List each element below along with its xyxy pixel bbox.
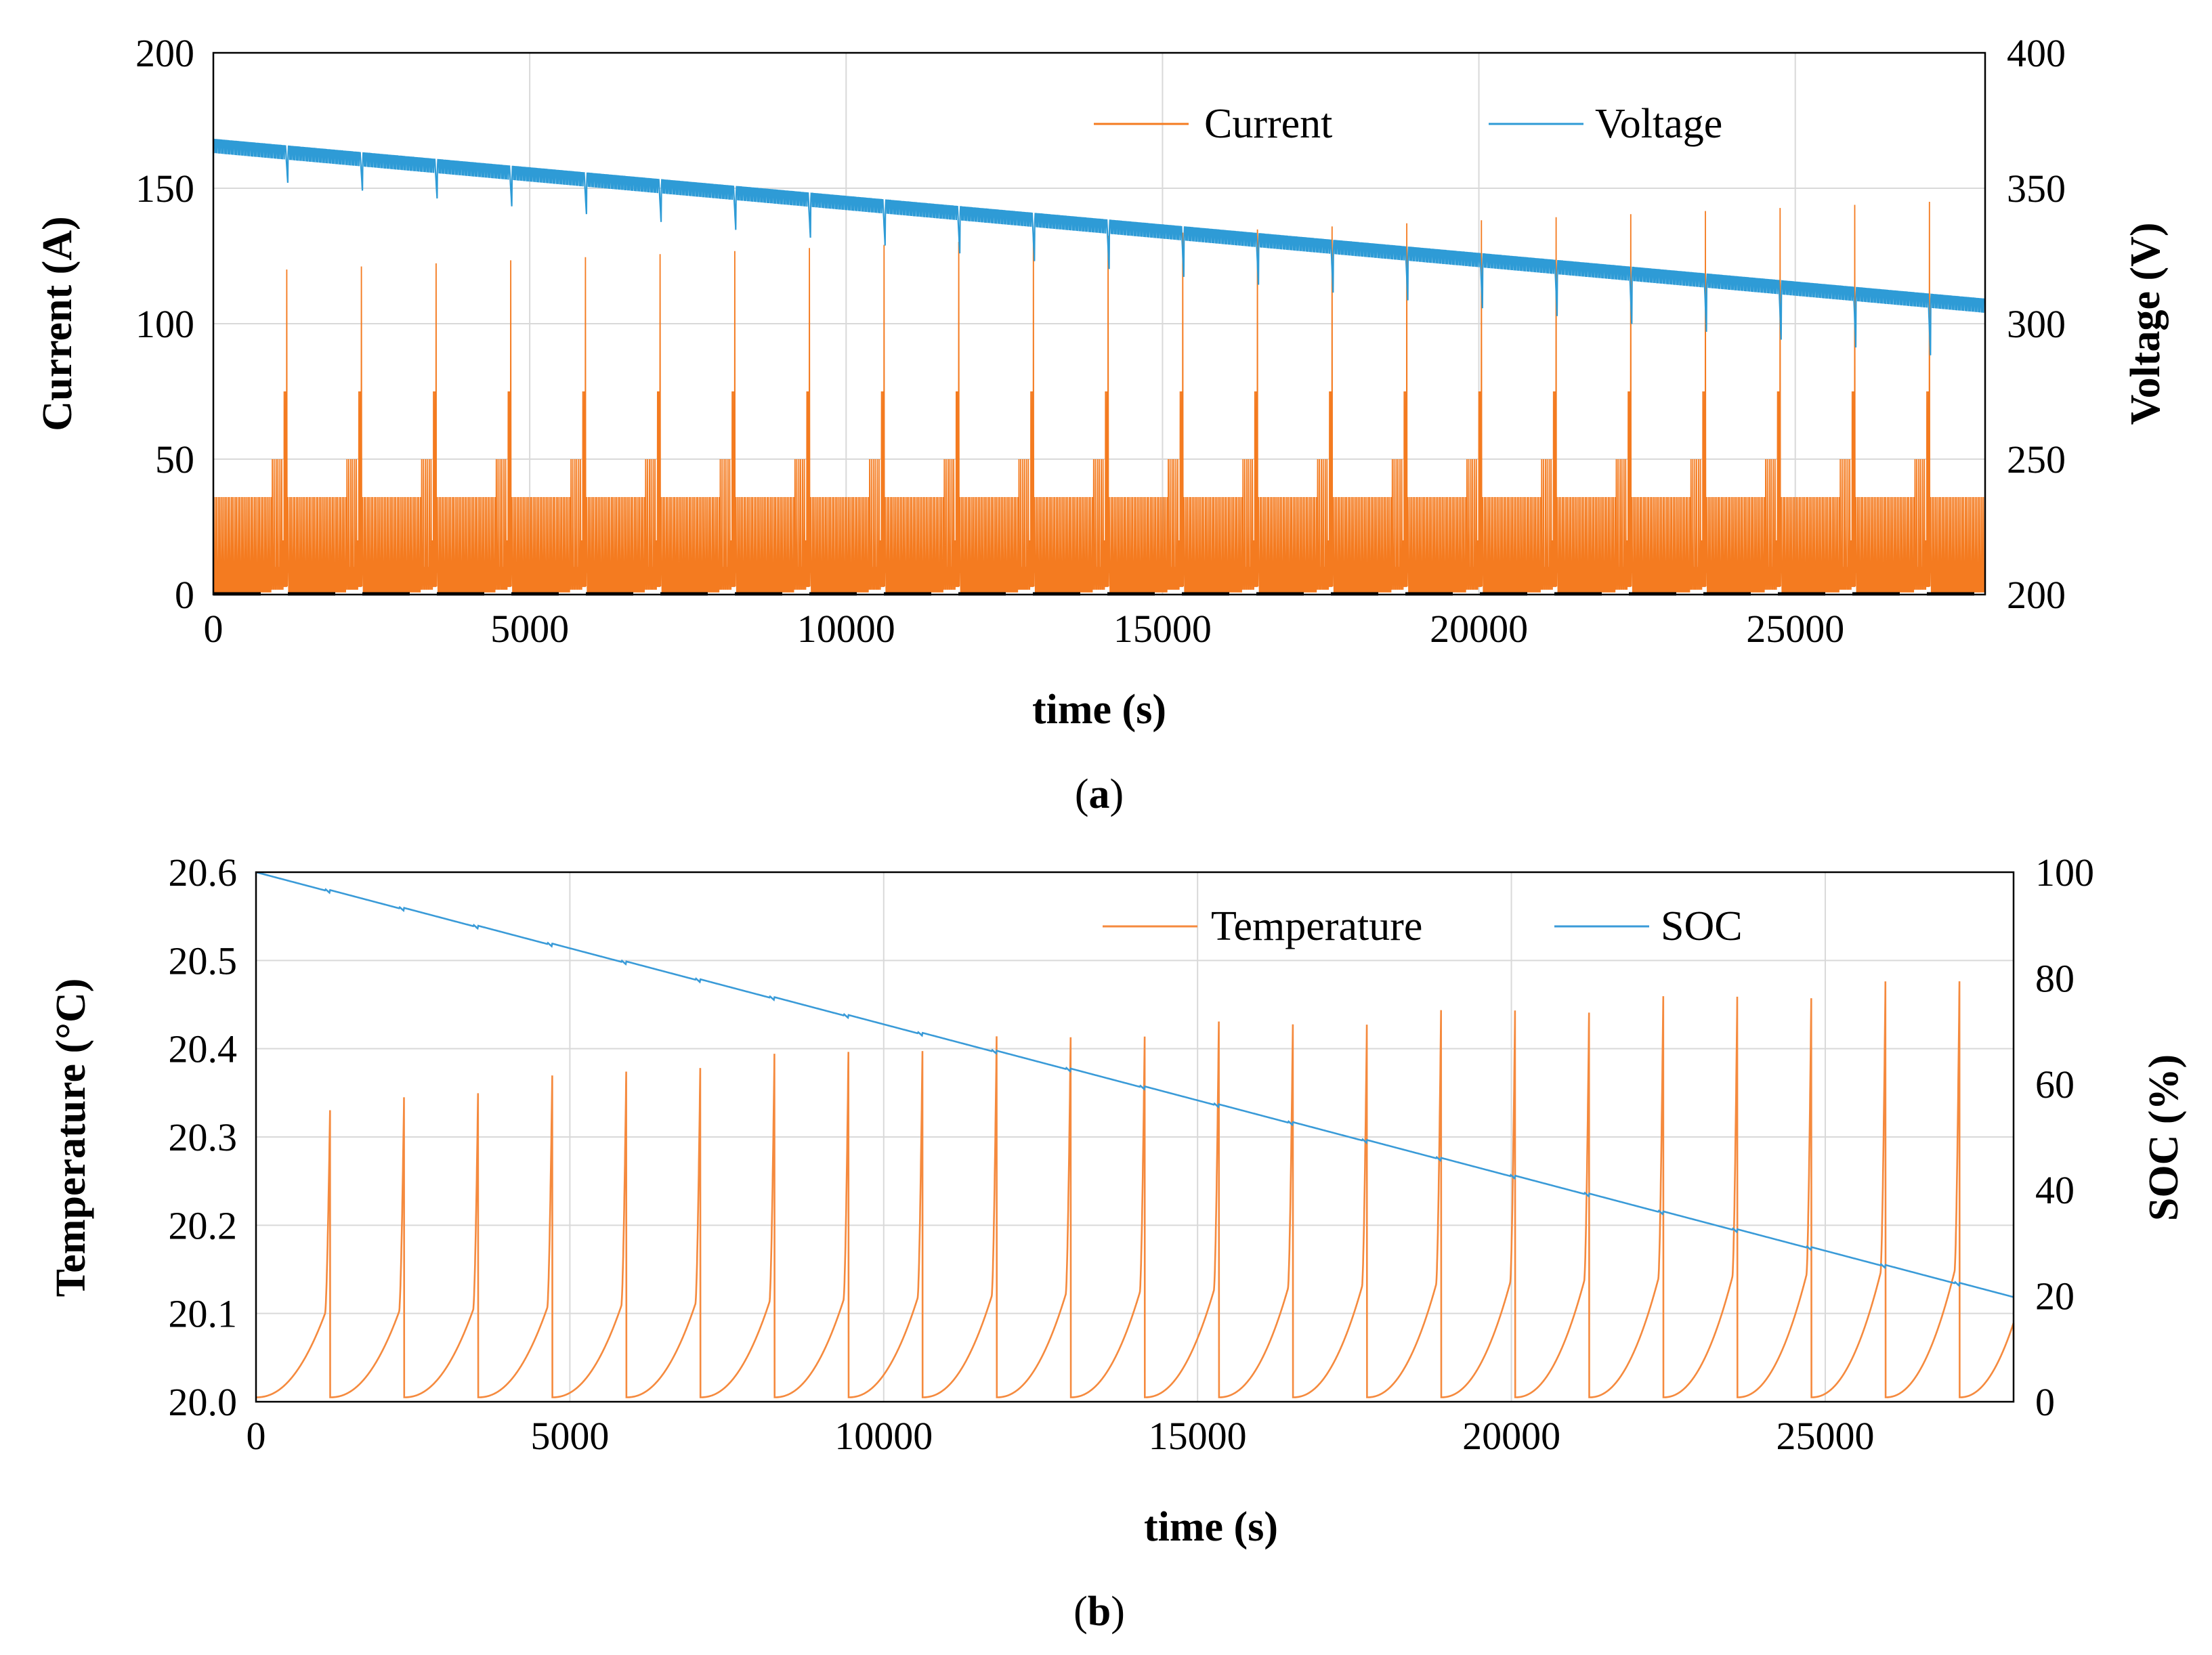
x-tick-b-2: 10000: [834, 1414, 933, 1458]
y-left-tick-a-2: 100: [135, 302, 194, 346]
y-right-tick-b-5: 100: [2035, 851, 2094, 895]
series-soc: [255, 871, 2014, 1298]
y-right-tick-b-0: 0: [2035, 1380, 2055, 1424]
x-tick-a-5: 25000: [1746, 607, 1844, 651]
y-left-tick-a-0: 0: [175, 573, 194, 617]
y-left-axis-title-a: Current (A): [35, 216, 81, 431]
y-left-tick-b-3: 20.3: [169, 1115, 238, 1159]
legend-temperature-label: Temperature: [1211, 903, 1422, 949]
y-left-tick-b-1: 20.1: [169, 1292, 238, 1336]
x-tick-labels-a: 0 5000 10000 15000 20000 25000: [204, 607, 1845, 651]
y-left-tick-labels-a: 0 50 100 150 200: [135, 31, 194, 617]
legend-a: Current Voltage: [1094, 101, 1722, 147]
y-right-tick-a-3: 350: [2007, 167, 2066, 211]
current-line: [213, 201, 1985, 593]
y-right-axis-title-a: Voltage (V): [2123, 222, 2169, 425]
y-left-tick-a-1: 50: [155, 437, 194, 481]
x-tick-b-4: 20000: [1462, 1414, 1560, 1458]
temperature-line: [256, 981, 2015, 1398]
y-right-tick-b-1: 20: [2035, 1274, 2075, 1318]
y-left-tick-b-0: 20.0: [169, 1380, 238, 1424]
x-axis-title-b: time (s): [1144, 1504, 1278, 1550]
x-tick-a-3: 15000: [1113, 607, 1212, 651]
y-right-tick-b-3: 60: [2035, 1062, 2075, 1106]
series-voltage: [212, 139, 1985, 356]
legend-current-label: Current: [1204, 101, 1332, 147]
legend-voltage-label: Voltage: [1595, 101, 1722, 147]
y-left-tick-a-4: 200: [135, 31, 194, 75]
soc-line: [255, 871, 2014, 1298]
x-tick-b-1: 5000: [530, 1414, 609, 1458]
series-temperature: [256, 981, 2015, 1398]
caption-b-letter: b: [1088, 1589, 1111, 1635]
y-left-tick-labels-b: 20.0 20.1 20.2 20.3 20.4 20.5 20.6: [169, 851, 238, 1424]
y-left-tick-b-5: 20.5: [169, 939, 238, 983]
x-tick-a-2: 10000: [797, 607, 895, 651]
y-left-tick-b-2: 20.2: [169, 1203, 238, 1247]
y-left-tick-b-6: 20.6: [169, 851, 238, 895]
x-tick-b-3: 15000: [1149, 1414, 1247, 1458]
y-left-axis-title-b: Temperature (°C): [48, 979, 94, 1297]
y-right-tick-a-2: 300: [2007, 302, 2066, 346]
y-right-tick-a-0: 200: [2007, 573, 2066, 617]
x-axis-title-a: time (s): [1032, 687, 1166, 733]
legend-soc-label: SOC: [1661, 903, 1743, 949]
plot-frame-b: [255, 871, 2015, 1403]
series-current: [213, 201, 1985, 596]
x-tick-a-1: 5000: [490, 607, 569, 651]
caption-a-letter: a: [1089, 771, 1110, 817]
y-right-tick-labels-a: 200 250 300 350 400: [2007, 31, 2066, 617]
y-right-axis-title-b: SOC (%): [2141, 1054, 2187, 1221]
chart-a: 0 5000 10000 15000 20000 25000 0 50 100 150 200 2…: [35, 31, 2169, 817]
x-tick-labels-b: 0 5000 10000 15000 20000 25000: [247, 1414, 1875, 1458]
caption-a: (a): [1075, 771, 1124, 817]
y-left-tick-a-3: 150: [135, 167, 194, 211]
y-right-tick-labels-b: 0 20 40 60 80 100: [2035, 851, 2094, 1424]
y-right-tick-b-2: 40: [2035, 1168, 2075, 1212]
x-tick-a-4: 20000: [1430, 607, 1528, 651]
voltage-line: [212, 139, 1985, 356]
x-tick-b-5: 25000: [1776, 1414, 1874, 1458]
plot-frame-a: [212, 51, 1986, 596]
chart-b: 0 5000 10000 15000 20000 25000 20.020.120.220…: [48, 851, 2187, 1635]
x-tick-b-0: 0: [247, 1414, 266, 1458]
y-right-tick-a-1: 250: [2007, 437, 2066, 481]
legend-b: Temperature SOC: [1103, 903, 1743, 949]
caption-b: (b): [1073, 1589, 1125, 1635]
x-tick-a-0: 0: [204, 607, 224, 651]
grid-b: [256, 872, 2014, 1402]
y-right-tick-b-4: 80: [2035, 956, 2075, 1000]
y-left-tick-b-4: 20.4: [169, 1027, 238, 1071]
y-right-tick-a-4: 400: [2007, 31, 2066, 75]
